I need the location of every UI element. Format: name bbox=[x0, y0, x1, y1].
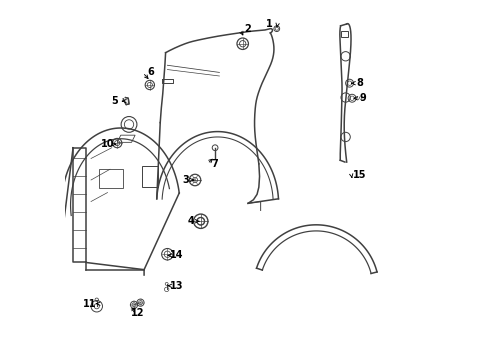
Text: 6: 6 bbox=[147, 67, 154, 77]
Text: 1: 1 bbox=[265, 19, 272, 29]
Text: 15: 15 bbox=[352, 170, 365, 180]
Text: 11: 11 bbox=[82, 299, 96, 309]
Text: 9: 9 bbox=[359, 93, 366, 103]
Text: 10: 10 bbox=[101, 139, 114, 149]
Polygon shape bbox=[123, 98, 129, 105]
Text: 14: 14 bbox=[169, 250, 183, 260]
Text: 5: 5 bbox=[111, 96, 118, 106]
Text: 2: 2 bbox=[244, 24, 251, 35]
Text: 12: 12 bbox=[131, 308, 144, 318]
Text: 8: 8 bbox=[356, 78, 363, 88]
Text: 7: 7 bbox=[211, 159, 218, 169]
Text: 4: 4 bbox=[187, 216, 194, 226]
Text: 3: 3 bbox=[182, 175, 188, 185]
Text: 13: 13 bbox=[169, 281, 183, 291]
